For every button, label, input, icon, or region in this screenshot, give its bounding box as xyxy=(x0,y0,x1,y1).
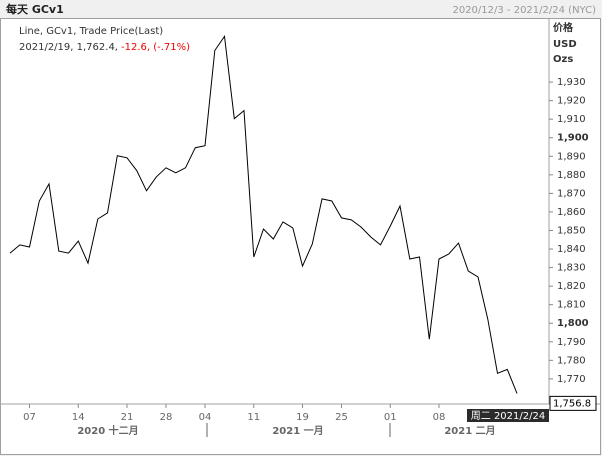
y-tick-label: 1,920 xyxy=(557,96,586,107)
x-tick-label: 28 xyxy=(160,412,173,423)
x-tick-label: 11 xyxy=(247,412,260,423)
x-tick-label: 07 xyxy=(23,412,36,423)
y-tick-label: 1,870 xyxy=(557,188,586,199)
legend-change: -12.6, (-.71%) xyxy=(121,42,190,53)
month-label: 2021 一月 xyxy=(272,425,323,437)
last-value-label: 1,756.8 xyxy=(553,398,591,409)
chart-frame xyxy=(0,18,601,455)
y-unit: Ozs xyxy=(553,54,573,65)
month-label: 2021 二月 xyxy=(444,425,495,437)
price-line xyxy=(9,35,518,394)
y-tick-label: 1,790 xyxy=(557,337,586,348)
month-label: 2020 十二月 xyxy=(77,424,138,437)
x-tick-label: 08 xyxy=(433,412,446,423)
x-tick-label: 21 xyxy=(121,412,134,423)
chart-title: 每天 GCv1 xyxy=(6,2,64,16)
legend-line: Line, GCv1, Trade Price(Last) xyxy=(19,26,163,37)
cursor-box xyxy=(467,409,549,422)
y-tick-label: 1,770 xyxy=(557,374,586,385)
y-unit: 价格 xyxy=(553,21,574,34)
y-tick-label: 1,850 xyxy=(557,225,586,236)
legend-info: 2021/2/19, 1,762.4, xyxy=(19,42,118,53)
y-tick-label: 1,780 xyxy=(557,355,586,366)
y-tick-label: 1,930 xyxy=(557,77,586,88)
x-tick-label: 01 xyxy=(384,412,397,423)
y-tick-label: 1,830 xyxy=(557,263,586,274)
y-tick-label: 1,910 xyxy=(557,114,586,125)
cursor-label: 周二 2021/2/24 xyxy=(471,410,545,422)
y-tick-label: 1,890 xyxy=(557,151,586,162)
date-range: 2020/12/3 - 2021/2/24 (NYC) xyxy=(452,5,596,16)
x-tick-label: 19 xyxy=(296,412,309,423)
last-value-box xyxy=(549,395,597,411)
x-tick-label: 14 xyxy=(72,412,85,423)
y-tick-label: 1,900 xyxy=(557,133,589,144)
y-tick-label: 1,810 xyxy=(557,300,586,311)
x-tick-label: 25 xyxy=(335,412,348,423)
x-tick-label: 04 xyxy=(199,412,212,423)
y-tick-label: 1,880 xyxy=(557,170,586,181)
y-tick-label: 1,840 xyxy=(557,244,586,255)
y-tick-label: 1,860 xyxy=(557,207,586,218)
y-tick-label: 1,800 xyxy=(557,318,589,329)
y-tick-label: 1,820 xyxy=(557,281,586,292)
y-unit: USD xyxy=(553,39,577,50)
